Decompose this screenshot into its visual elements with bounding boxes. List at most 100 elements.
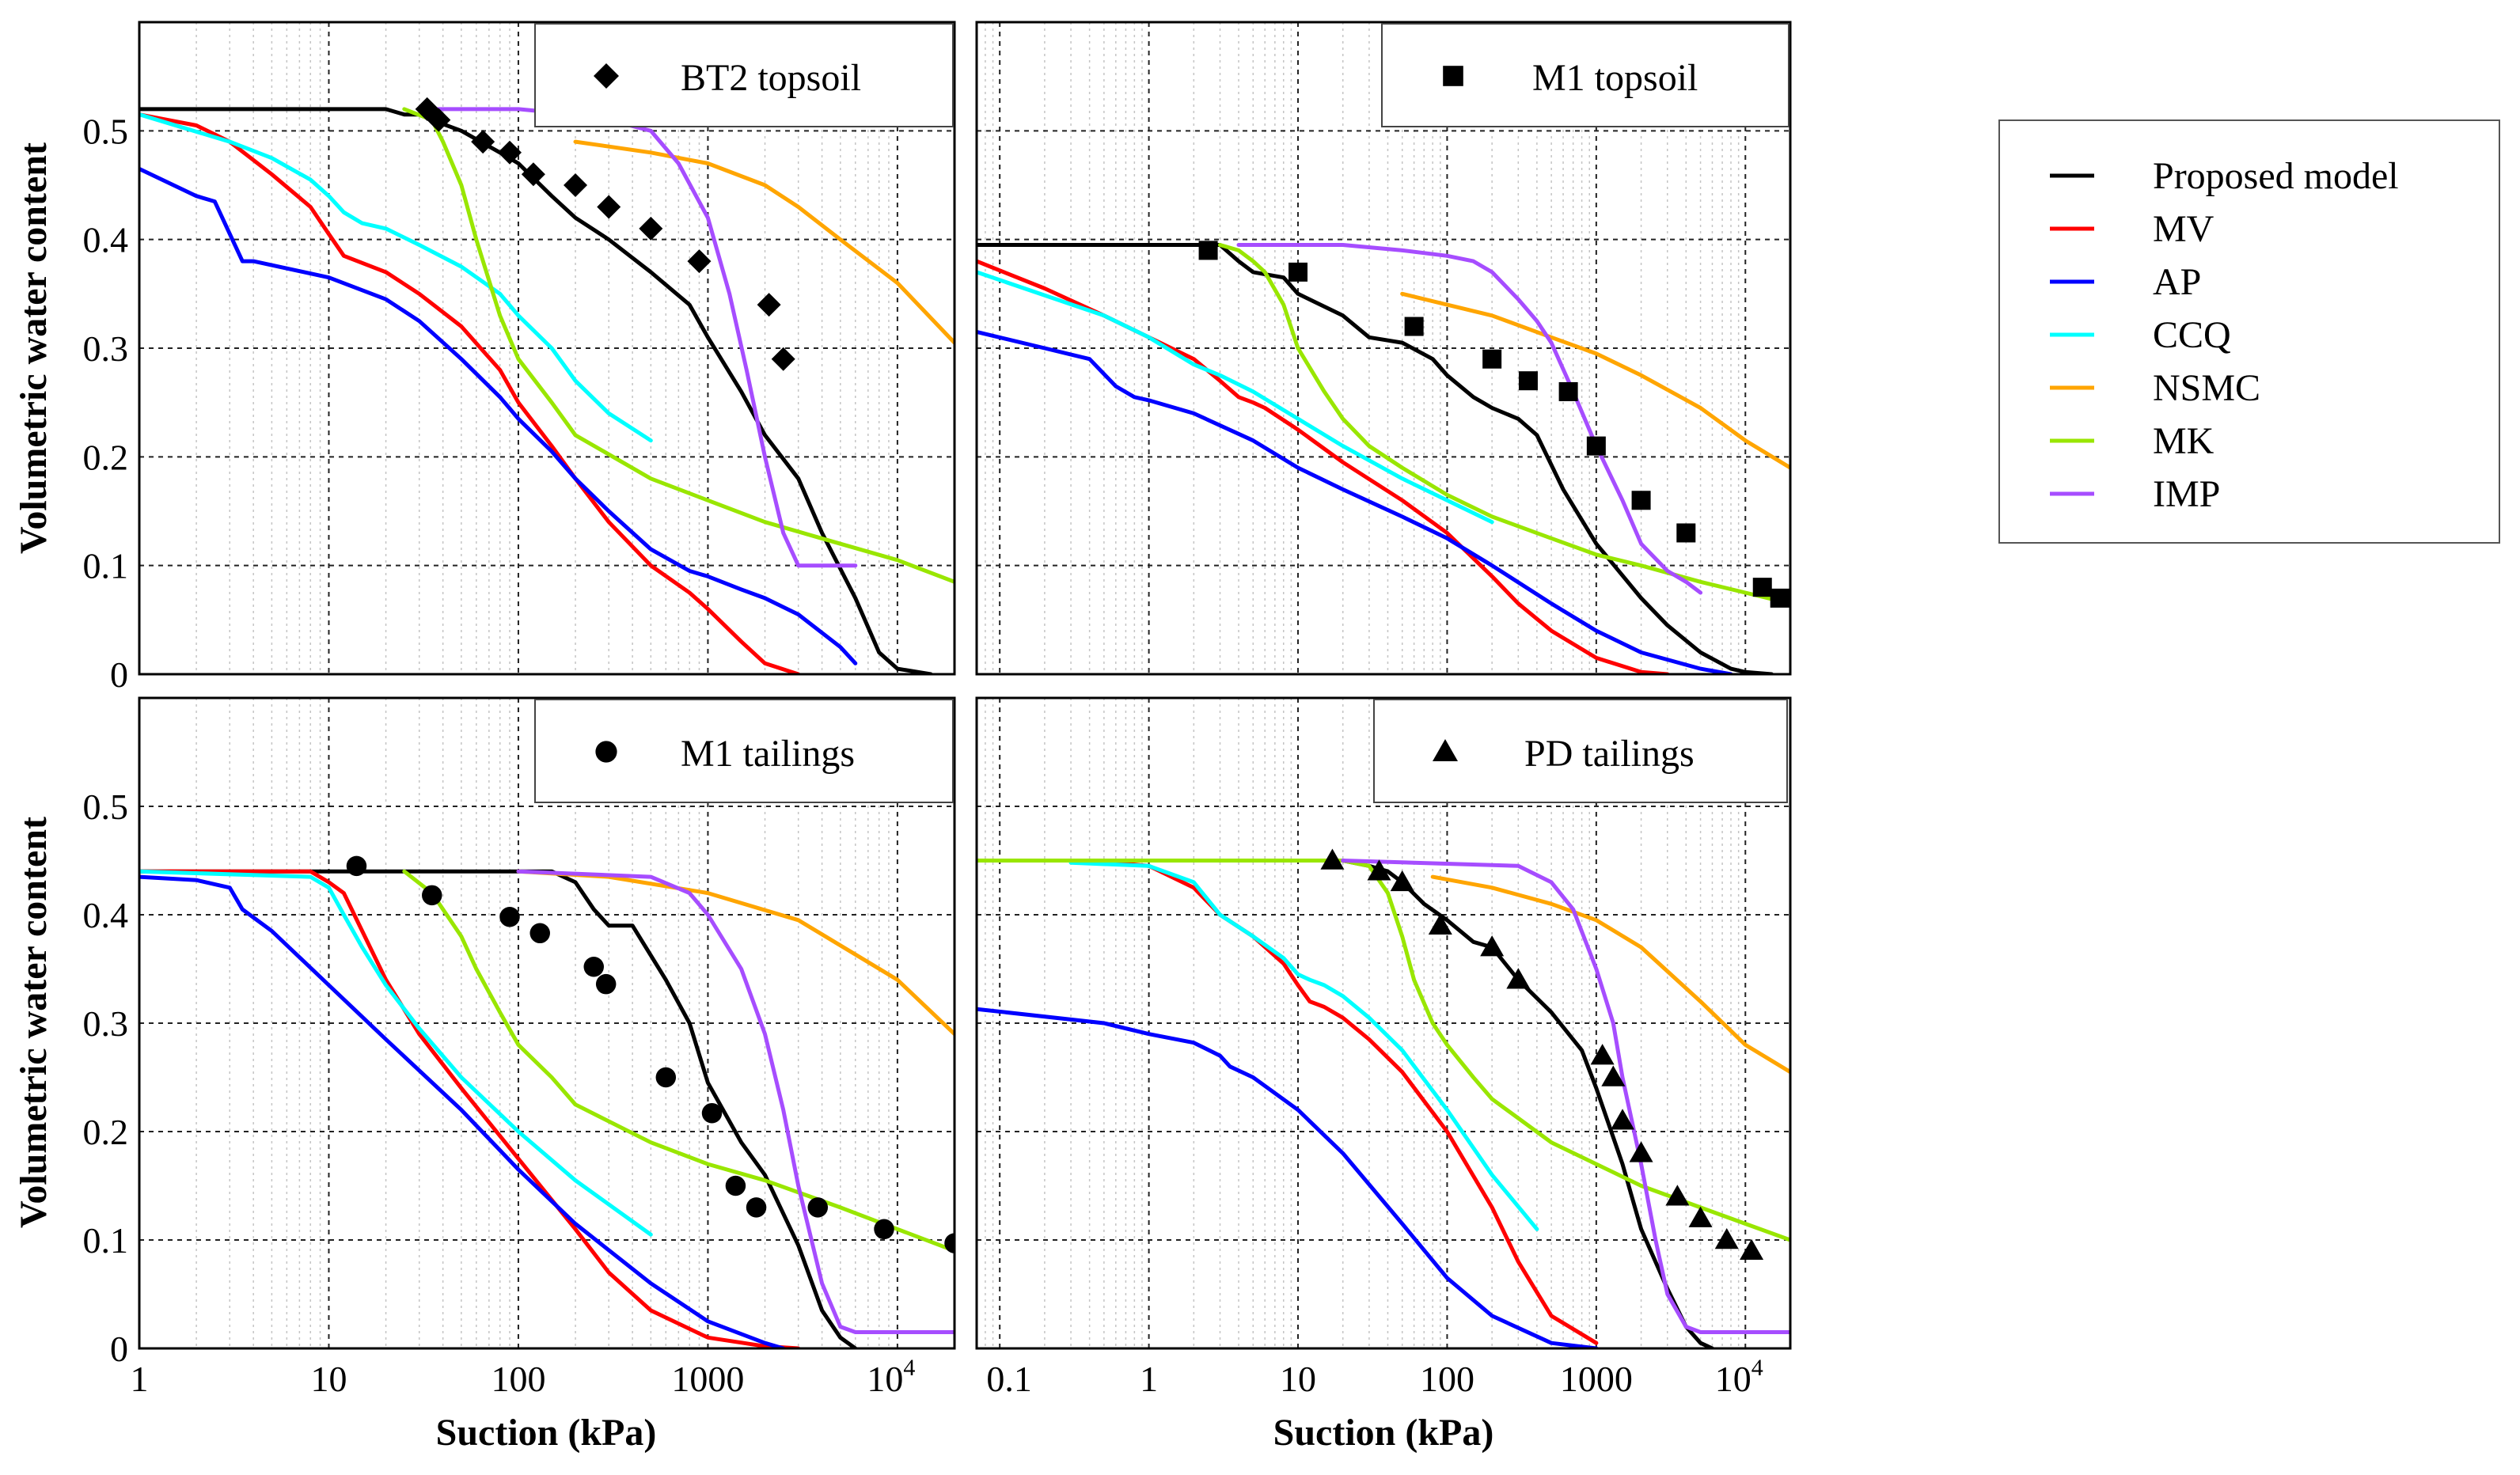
data-point-triangle bbox=[1320, 848, 1345, 870]
series-legend-box bbox=[1998, 119, 2500, 544]
data-point-square bbox=[1631, 491, 1651, 510]
y-axis-label-bottom: Volumetric water content bbox=[13, 817, 55, 1228]
panel-legend-triangle-marker bbox=[1433, 739, 1458, 761]
data-point-square bbox=[1518, 371, 1538, 391]
series-line-ccq bbox=[139, 869, 653, 1237]
series-legend: Proposed model MV AP CCQ NSMC MK IMP bbox=[1998, 119, 2500, 544]
series-line-nsmc bbox=[1400, 291, 1790, 470]
panel-bt2-topsoil: BT2 topsoil 0 0.1 0.2 0.3 0.4 0.5 bbox=[83, 21, 956, 695]
panel-title: BT2 topsoil bbox=[681, 57, 861, 99]
data-point-triangle bbox=[1480, 935, 1505, 957]
series-line-mk bbox=[402, 869, 954, 1253]
y-tick-label: 0.3 bbox=[83, 1003, 129, 1044]
panel-legend-marker bbox=[594, 63, 619, 89]
series-line-ccq bbox=[139, 112, 653, 443]
panel-y-ticks: 0 0.1 0.2 0.3 0.4 0.5 bbox=[83, 787, 129, 1369]
panel-curves bbox=[977, 859, 1790, 1348]
data-point-circle bbox=[725, 1175, 746, 1196]
series-line-mv bbox=[139, 869, 801, 1348]
panel-y-ticks: 0 0.1 0.2 0.3 0.4 0.5 bbox=[83, 111, 129, 695]
data-point-circle bbox=[583, 957, 605, 977]
panel-points bbox=[1320, 848, 1764, 1260]
x-tick-exponent: 4 bbox=[903, 1355, 915, 1381]
panel-points bbox=[415, 97, 795, 371]
data-point-triangle bbox=[1601, 1065, 1626, 1086]
data-point-diamond bbox=[427, 108, 451, 132]
data-point-square bbox=[1198, 241, 1218, 260]
x-tick-label: 100 bbox=[1420, 1359, 1474, 1399]
data-point-circle bbox=[746, 1197, 767, 1218]
series-line-mk bbox=[402, 107, 954, 584]
data-point-triangle bbox=[1629, 1141, 1653, 1162]
x-axis-label-left: Suction (kPa) bbox=[436, 1412, 657, 1454]
data-point-circle bbox=[701, 1102, 723, 1124]
y-tick-label: 0.3 bbox=[83, 328, 129, 369]
data-point-circle bbox=[499, 906, 520, 927]
panel-pd-tailings: PD tailings 0.1 1 10 100 1000 104 bbox=[975, 696, 1792, 1399]
x-tick-label: 1000 bbox=[671, 1359, 744, 1399]
panel-frame bbox=[138, 21, 956, 676]
series-line-ap bbox=[139, 874, 786, 1348]
series-line-ap bbox=[139, 166, 858, 665]
panel-legend-marker bbox=[595, 741, 617, 763]
panel-grid bbox=[139, 698, 954, 1348]
series-line-nsmc bbox=[573, 139, 954, 345]
data-point-triangle bbox=[1390, 870, 1414, 892]
panel-frame bbox=[975, 696, 1792, 1350]
series-line-mv bbox=[139, 112, 801, 674]
panel-m1-tailings: M1 tailings 00.10.20.30.40.5 1 10 100 1000 1… bbox=[83, 696, 956, 1399]
data-point-diamond bbox=[564, 173, 588, 197]
panel-title: M1 topsoil bbox=[1532, 57, 1698, 99]
data-point-triangle bbox=[1590, 1044, 1615, 1065]
data-point-triangle bbox=[1428, 913, 1452, 935]
panel-curves bbox=[139, 869, 954, 1348]
data-point-triangle bbox=[1688, 1206, 1713, 1227]
x-tick-label: 1 bbox=[131, 1359, 149, 1399]
data-point-triangle bbox=[1665, 1185, 1690, 1206]
panel-legend: BT2 topsoil bbox=[534, 23, 954, 127]
series-line-ccq bbox=[977, 270, 1494, 525]
data-point-square bbox=[1482, 349, 1502, 369]
data-point-triangle bbox=[1506, 968, 1531, 989]
legend-label-ap: AP bbox=[2153, 261, 2201, 303]
series-legend-items: Proposed model MV AP CCQ NSMC MK IMP bbox=[2050, 155, 2399, 515]
series-line-mk bbox=[1218, 243, 1790, 606]
x-tick-label: 0.1 bbox=[986, 1359, 1032, 1399]
panel-legend: M1 tailings bbox=[534, 699, 954, 803]
legend-label-mk: MK bbox=[2153, 420, 2214, 462]
data-point-diamond bbox=[639, 216, 663, 241]
data-point-diamond bbox=[757, 293, 781, 317]
y-tick-label: 0.1 bbox=[83, 1220, 129, 1261]
series-line-ccq bbox=[1068, 860, 1539, 1231]
data-point-circle bbox=[529, 923, 550, 944]
data-point-square bbox=[1676, 523, 1696, 543]
panel-m1-topsoil: M1 topsoil bbox=[975, 21, 1792, 676]
panel-curves bbox=[977, 243, 1790, 674]
series-line-ap bbox=[977, 329, 1733, 674]
panel-legend-square-marker bbox=[1443, 66, 1463, 86]
panel-title: PD tailings bbox=[1524, 733, 1695, 775]
data-point-diamond bbox=[771, 347, 795, 371]
data-point-square bbox=[1404, 317, 1424, 336]
x-tick-label: 10 bbox=[1280, 1359, 1316, 1399]
data-point-circle bbox=[655, 1067, 677, 1088]
x-tick-label: 1000 bbox=[1560, 1359, 1633, 1399]
panel-frame bbox=[138, 696, 956, 1350]
data-point-square bbox=[1586, 436, 1606, 456]
data-point-triangle bbox=[1611, 1109, 1635, 1130]
series-line-imp bbox=[430, 107, 858, 568]
x-tick-exponent: 4 bbox=[1751, 1355, 1763, 1381]
panel-legend-marker bbox=[1443, 66, 1463, 86]
data-point-diamond bbox=[471, 130, 495, 154]
data-point-diamond bbox=[521, 162, 545, 187]
data-point-diamond bbox=[687, 249, 712, 274]
y-tick-label: 0.4 bbox=[83, 220, 129, 260]
legend-label-mv: MV bbox=[2153, 208, 2214, 250]
series-line-proposed-model bbox=[139, 107, 933, 674]
y-tick-label: 0 bbox=[110, 1329, 128, 1369]
data-point-square bbox=[1288, 262, 1308, 282]
series-line-nsmc bbox=[1430, 874, 1790, 1075]
data-point-circle bbox=[346, 855, 367, 877]
data-point-diamond bbox=[497, 140, 522, 165]
